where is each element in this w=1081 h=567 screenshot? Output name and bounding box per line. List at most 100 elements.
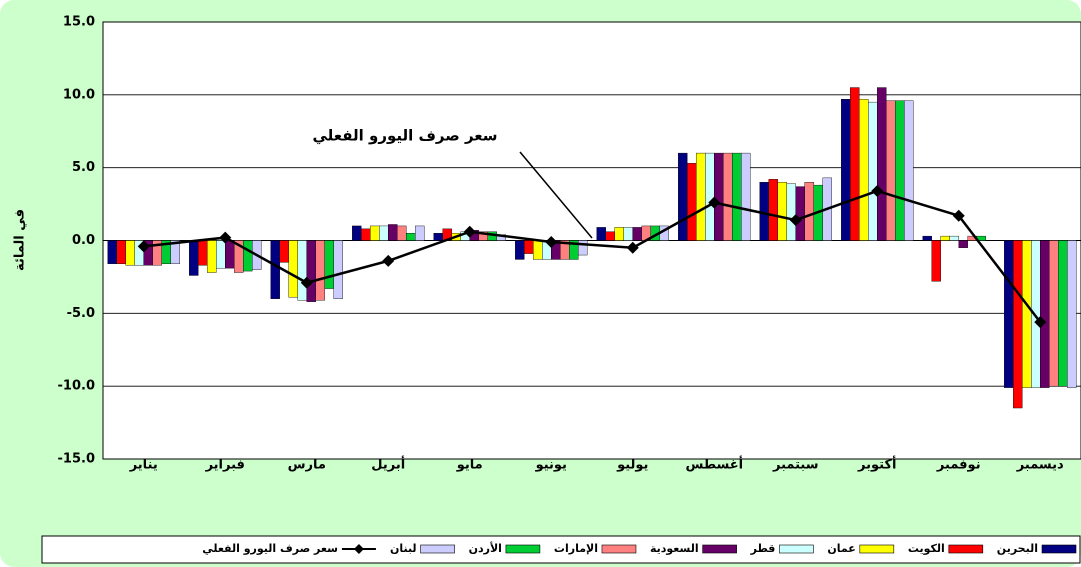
line-marker bbox=[789, 214, 802, 227]
bar bbox=[433, 233, 443, 241]
x-tick-label: مايو bbox=[456, 458, 483, 473]
bar bbox=[632, 227, 642, 241]
bar bbox=[605, 231, 615, 241]
y-tick-label: 0.0 bbox=[72, 233, 95, 248]
legend-label: الأردن bbox=[469, 541, 502, 555]
line-marker bbox=[300, 276, 313, 289]
x-tick-label: يناير bbox=[129, 458, 158, 473]
line-marker bbox=[545, 235, 558, 248]
legend-label: لبنان bbox=[390, 542, 417, 555]
bar bbox=[696, 152, 706, 241]
bar bbox=[958, 240, 968, 248]
bar bbox=[225, 240, 235, 269]
legend-label: الكويت bbox=[908, 542, 945, 555]
bar bbox=[415, 225, 425, 241]
y-tick-label: -10.0 bbox=[58, 379, 95, 394]
y-tick-label: -5.0 bbox=[67, 306, 95, 321]
bar bbox=[859, 99, 869, 241]
bar bbox=[759, 182, 769, 241]
bar bbox=[315, 240, 325, 301]
bar bbox=[406, 233, 416, 241]
bar bbox=[1049, 240, 1059, 387]
line-marker bbox=[871, 184, 884, 197]
legend-swatch bbox=[420, 544, 455, 554]
legend-swatch bbox=[859, 544, 895, 554]
bar bbox=[379, 225, 389, 241]
line bbox=[143, 189, 1042, 323]
line-marker bbox=[219, 231, 232, 244]
legend-label: سعر صرف اليورو الفعلي bbox=[202, 542, 338, 555]
y-axis-label: في المائة bbox=[13, 209, 28, 271]
x-tick-label: مارس bbox=[288, 458, 326, 473]
bar bbox=[388, 224, 398, 241]
bar bbox=[270, 240, 280, 299]
bar bbox=[1058, 240, 1068, 387]
legend-label: عمان bbox=[827, 542, 855, 555]
bar bbox=[1004, 240, 1014, 388]
legend bbox=[41, 535, 1081, 564]
legend-label: البحرين bbox=[997, 542, 1038, 555]
line-marker bbox=[382, 254, 395, 267]
bar bbox=[170, 240, 180, 265]
bar bbox=[723, 152, 733, 241]
bar bbox=[352, 225, 362, 241]
x-tick-label: أغسطس bbox=[685, 456, 743, 473]
line-marker bbox=[626, 241, 639, 254]
bar bbox=[931, 240, 941, 282]
bar bbox=[116, 240, 126, 265]
bar bbox=[623, 227, 633, 241]
legend-swatch bbox=[353, 544, 364, 554]
bar bbox=[578, 240, 588, 256]
legend-swatch bbox=[948, 544, 984, 554]
legend-swatch bbox=[779, 544, 814, 554]
bar bbox=[768, 179, 778, 241]
legend-swatch bbox=[505, 544, 541, 554]
bar bbox=[397, 225, 407, 241]
bar bbox=[614, 227, 624, 241]
bar bbox=[922, 235, 932, 241]
bar bbox=[198, 240, 208, 266]
bar bbox=[886, 100, 896, 241]
bar bbox=[515, 240, 525, 260]
bar bbox=[533, 240, 543, 260]
legend-label: السعودية bbox=[650, 542, 699, 555]
bar bbox=[243, 240, 253, 272]
bar bbox=[705, 152, 715, 241]
bar bbox=[949, 235, 959, 241]
bar bbox=[1022, 240, 1032, 388]
bar bbox=[732, 152, 742, 241]
legend-swatch bbox=[1041, 544, 1077, 554]
bar bbox=[125, 240, 135, 266]
annotation-arrow bbox=[519, 151, 593, 239]
bar bbox=[333, 240, 343, 299]
legend-swatch bbox=[702, 544, 737, 554]
bar bbox=[940, 235, 950, 241]
bar bbox=[361, 228, 371, 241]
legend-label: قطر bbox=[750, 542, 776, 555]
bar bbox=[306, 240, 316, 302]
bar bbox=[216, 240, 226, 269]
bar bbox=[370, 225, 380, 241]
x-tick-label: يوليو bbox=[616, 458, 648, 473]
x-tick-label: أبريل bbox=[371, 456, 405, 473]
bar bbox=[524, 240, 534, 254]
x-tick-label: نوفمبر bbox=[936, 458, 981, 473]
y-tick-label: 5.0 bbox=[72, 160, 95, 175]
bar bbox=[279, 240, 289, 263]
line-marker bbox=[137, 240, 150, 253]
bar bbox=[1013, 240, 1023, 409]
legend-label: الإمارات bbox=[554, 542, 598, 555]
bar bbox=[904, 100, 914, 241]
bar bbox=[207, 240, 217, 273]
y-tick-label: 10.0 bbox=[63, 87, 95, 102]
bar bbox=[687, 163, 697, 241]
line-marker bbox=[708, 196, 721, 209]
bar bbox=[324, 240, 334, 289]
bar bbox=[678, 152, 688, 241]
bar bbox=[741, 152, 751, 241]
x-tick-label: سبتمبر bbox=[772, 458, 819, 473]
bar bbox=[804, 182, 814, 241]
bar bbox=[795, 186, 805, 241]
bar bbox=[850, 87, 860, 241]
line-marker bbox=[952, 209, 965, 222]
